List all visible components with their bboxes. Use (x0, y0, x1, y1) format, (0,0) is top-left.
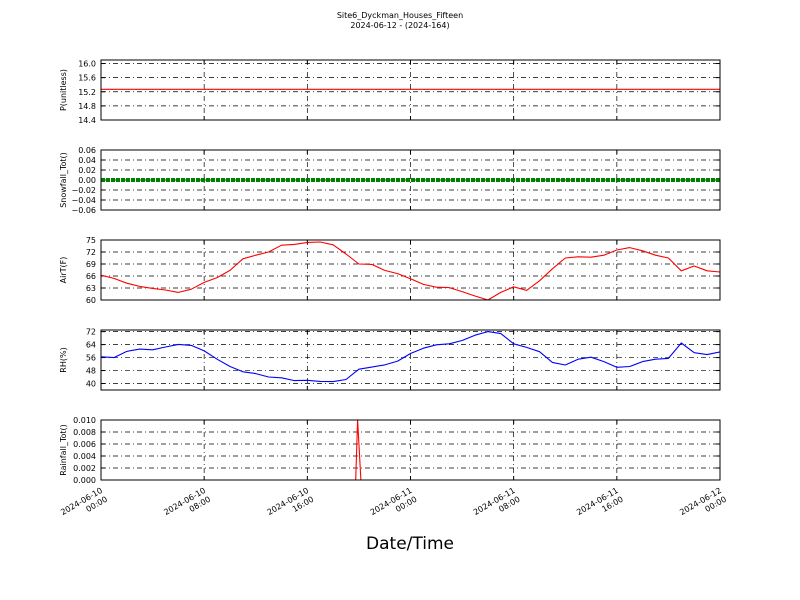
y-tick-label: 72 (86, 328, 96, 337)
y-tick-label: 15.2 (78, 88, 96, 97)
axes-frame (100, 419, 721, 481)
y-tick-label: 0.006 (73, 440, 96, 449)
y-tick-label: 64 (86, 341, 96, 350)
panel-5: 0.010 0.008 0.006 0.004 0.002 0.000 Rainfall_T… (59, 416, 721, 485)
y-axis-label: RH(%) (59, 347, 68, 372)
y-tick-label: 0.00 (78, 176, 96, 185)
data-series (100, 331, 721, 383)
y-axis-label: P(unitless) (59, 69, 68, 111)
y-tick-label: 48 (86, 367, 96, 376)
y-tick-label: 56 (86, 354, 96, 363)
y-tick-label: 72 (86, 248, 96, 257)
y-tick-label: 0.010 (73, 416, 96, 425)
y-axis-label: Rainfall_Tot() (59, 424, 68, 476)
y-tick-label: 75 (86, 236, 96, 245)
y-tick-label: 15.6 (78, 74, 96, 83)
y-tick-label: 0.004 (73, 452, 96, 461)
panel-1: 16.0 15.6 15.2 14.8 14.4 P(unitless) (59, 59, 721, 125)
y-tick-label: 0.04 (78, 156, 96, 165)
y-tick-label: 69 (86, 260, 96, 269)
panel-3: 75 72 69 66 63 60 AirT(F) (59, 236, 721, 305)
y-tick-label: 14.4 (78, 116, 96, 125)
axes-frame (100, 59, 721, 121)
y-tick-label: 0.008 (73, 428, 96, 437)
y-axis-label: AirT(F) (59, 257, 68, 284)
axes-frame (100, 329, 721, 391)
y-tick-label: 60 (86, 296, 96, 305)
y-tick-label: 0.06 (78, 146, 96, 155)
data-series (100, 241, 721, 301)
y-tick-label: 63 (86, 284, 96, 293)
y-tick-label: −0.04 (71, 196, 96, 205)
y-tick-label: 0.002 (73, 464, 96, 473)
panel-4: 72 64 56 48 40 RH(%) (59, 328, 721, 391)
chart-subtitle: 2024-06-12 - (2024-164) (350, 21, 450, 30)
x-axis-label: Date/Time (366, 534, 454, 554)
y-tick-label: 0.02 (78, 166, 96, 175)
axes-frame (100, 239, 721, 301)
chart-title: Site6_Dyckman_Houses_Fifteen (336, 11, 464, 20)
y-axis-label: Snowfall_Tot() (59, 152, 68, 208)
y-tick-label: 14.8 (78, 102, 96, 111)
y-tick-label: 40 (86, 380, 96, 389)
y-tick-label: −0.02 (71, 186, 96, 195)
axes-frame (100, 149, 721, 211)
y-tick-label: 0.000 (73, 476, 96, 485)
y-tick-label: −0.06 (71, 206, 96, 215)
y-tick-label: 66 (86, 272, 96, 281)
y-tick-label: 16.0 (78, 60, 96, 69)
panel-2: 0.060.040.020.00−0.02−0.04−0.06Snowfall_… (59, 146, 721, 215)
